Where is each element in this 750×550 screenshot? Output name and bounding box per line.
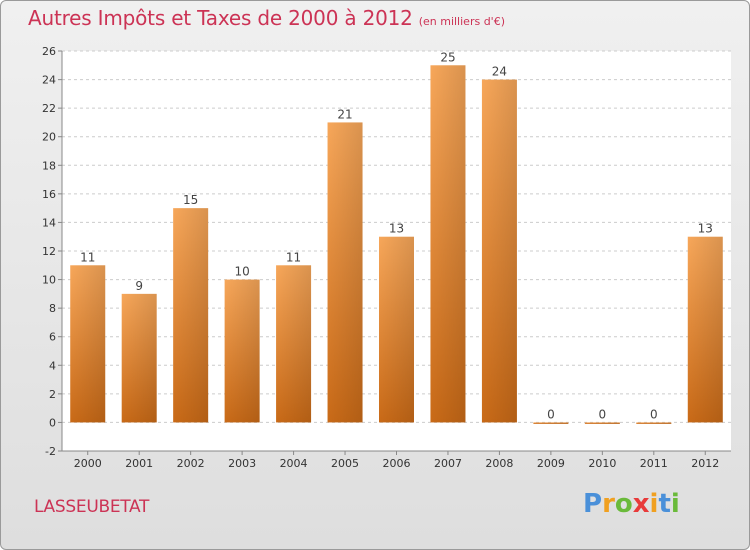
logo-letter: x — [632, 489, 650, 519]
x-tick-label: 2000 — [74, 457, 102, 470]
bar-value-label: 0 — [547, 407, 555, 421]
bar-value-label: 13 — [389, 222, 404, 236]
y-tick-label: 26 — [42, 45, 56, 58]
bar-shade — [584, 422, 620, 424]
bar-shade — [327, 122, 363, 423]
x-tick-label: 2004 — [280, 457, 308, 470]
chart-title-text: Autres Impôts et Taxes de 2000 à 2012 — [28, 6, 413, 30]
bar-value-label: 25 — [440, 50, 455, 64]
bar-shade — [70, 265, 106, 423]
x-tick-label: 2002 — [177, 457, 205, 470]
axes — [58, 50, 731, 455]
x-tick-label: 2007 — [434, 457, 462, 470]
logo-letter: P — [583, 489, 603, 519]
x-tick-label: 2005 — [331, 457, 359, 470]
bar-shade — [533, 422, 569, 424]
y-tick-label: 14 — [42, 216, 56, 229]
bars — [70, 65, 723, 424]
bar-shade — [379, 236, 414, 423]
logo-letter: t — [658, 489, 671, 519]
y-tick-label: 4 — [49, 359, 56, 372]
x-tick-label: 2009 — [537, 457, 565, 470]
chart-title: Autres Impôts et Taxes de 2000 à 2012 (en… — [28, 6, 505, 30]
bar-shade — [481, 79, 517, 423]
x-tick-label: 2008 — [485, 457, 513, 470]
bar-value-label: 11 — [286, 250, 301, 264]
bar-value-label: 0 — [650, 407, 658, 421]
y-tick-label: 0 — [49, 416, 56, 429]
bar-shade — [430, 65, 466, 423]
bar-value-label: 0 — [599, 407, 607, 421]
bar-value-label: 21 — [337, 107, 352, 121]
y-tick-label: 18 — [42, 159, 56, 172]
logo-letter: o — [614, 489, 633, 519]
bar-shade — [224, 279, 260, 423]
y-tick-label: 16 — [42, 188, 56, 201]
bar-value-label: 9 — [135, 279, 143, 293]
bar-value-label: 15 — [183, 193, 198, 207]
bar-shade — [636, 422, 672, 424]
y-tick-label: 8 — [49, 302, 56, 315]
y-tick-label: 24 — [42, 74, 56, 87]
labels: -202468101214161820222426112000920011520… — [42, 45, 719, 470]
chart-unit-note: (en milliers d'€) — [418, 15, 505, 28]
x-tick-label: 2012 — [691, 457, 719, 470]
y-tick-label: -2 — [45, 445, 56, 458]
logo-letter: i — [670, 489, 680, 519]
y-tick-label: 6 — [49, 331, 56, 344]
bar-shade — [276, 265, 312, 423]
bar-shade — [121, 293, 157, 423]
bar-shade — [687, 236, 723, 423]
x-tick-label: 2006 — [383, 457, 411, 470]
y-tick-label: 10 — [42, 274, 56, 287]
bar-shade — [173, 208, 209, 423]
y-tick-label: 2 — [49, 388, 56, 401]
x-tick-label: 2001 — [125, 457, 153, 470]
bar-value-label: 11 — [80, 250, 95, 264]
logo-letter: i — [649, 489, 659, 519]
x-tick-label: 2003 — [228, 457, 256, 470]
x-tick-label: 2010 — [588, 457, 616, 470]
commune-name: LASSEUBETAT — [34, 497, 150, 517]
logo-letter: r — [602, 489, 615, 519]
y-tick-label: 22 — [42, 102, 56, 115]
proxiti-logo: Proxiti — [583, 489, 680, 519]
bar-value-label: 13 — [698, 222, 713, 236]
bar-value-label: 10 — [234, 265, 249, 279]
y-tick-label: 20 — [42, 131, 56, 144]
bar-value-label: 24 — [492, 65, 507, 79]
y-tick-label: 12 — [42, 245, 56, 258]
x-tick-label: 2011 — [640, 457, 668, 470]
